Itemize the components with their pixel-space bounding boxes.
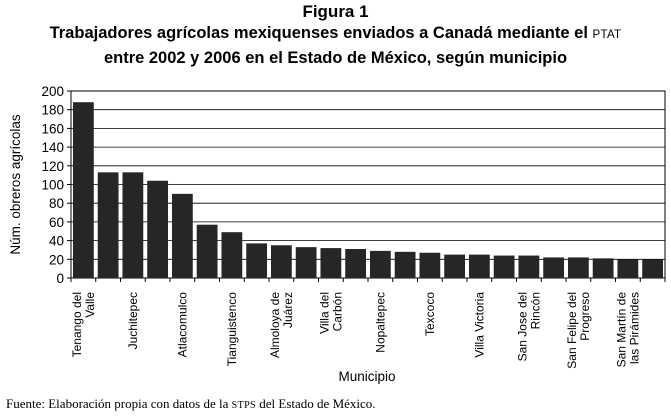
y-tick-label: 120 [41,159,64,174]
x-tick-label: Progreso [578,292,592,341]
chart-title-line-1-text: Trabajadores agrícolas mexiquenses envia… [49,24,588,42]
x-tick-label: Tenango del [70,292,84,357]
bar [295,247,317,278]
y-tick-label: 200 [41,84,64,99]
x-tick-label: Juárez [281,292,295,328]
bar [221,232,243,278]
y-tick-label: 180 [41,103,64,118]
bar [468,254,490,278]
bar [518,255,540,278]
bar [543,257,565,278]
chart-title-acronym: PTAT [592,29,622,41]
x-tick-label: San Felipe del [565,292,579,369]
bar [246,243,268,278]
source-suffix: del Estado de México. [259,396,376,411]
bar [320,248,342,278]
figure-label: Figura 1 [302,2,369,21]
x-tick-label: Villa Victoria [472,292,486,358]
bar [394,251,416,278]
x-tick-label: Villa del [317,292,331,334]
bar [493,255,515,278]
y-tick-label: 80 [49,196,64,211]
source-note: Fuente: Elaboración propia con datos de … [6,396,666,412]
bar [617,259,639,278]
y-tick-label: 100 [41,178,64,193]
bar [171,193,193,278]
x-tick-label: Juchitepec [126,292,140,349]
y-tick-label: 40 [49,234,64,249]
x-tick-label: Valle [83,292,97,318]
bar [444,254,466,278]
x-tick-label: Texcoco [423,292,437,336]
y-tick-label: 0 [56,271,64,286]
bar [196,224,218,278]
bar [642,259,664,278]
bar [122,172,144,278]
x-tick-label: Nopaltepec [373,292,387,353]
bar [97,172,119,278]
bar [369,250,391,278]
source-prefix: Fuente: Elaboración propia con datos de … [6,396,229,411]
x-axis-title: Municipio [338,369,395,384]
x-tick-label: San Jose del [515,292,529,361]
y-axis-title: Núm. obreros agrícolas [8,114,23,255]
chart-title-line-1: Trabajadores agrícolas mexiquenses envia… [0,22,671,47]
x-tick-label: las Pirámides [627,292,641,364]
x-tick-label: Tianguistenco [225,292,239,367]
bar [270,245,292,278]
bar [567,257,589,278]
x-tick-label: San Martín de [614,292,628,368]
bar [592,258,614,278]
x-tick-label: Carbón [330,292,344,331]
source-acronym: STPS [231,400,257,411]
y-tick-label: 160 [41,121,64,136]
chart-title-line-2: entre 2002 y 2006 en el Estado de México… [103,49,568,67]
bar [147,180,169,278]
y-tick-label: 140 [41,140,64,155]
bar [345,249,367,278]
x-tick-label: Rincón [528,292,542,329]
x-tick-label: Almoloya de [268,292,282,358]
chart-title: Trabajadores agrícolas mexiquenses envia… [0,22,671,70]
x-tick-label: Atlacomulco [175,292,189,358]
y-tick-label: 20 [49,252,64,267]
bar [419,252,441,278]
y-tick-label: 60 [49,215,64,230]
bar [72,102,94,278]
